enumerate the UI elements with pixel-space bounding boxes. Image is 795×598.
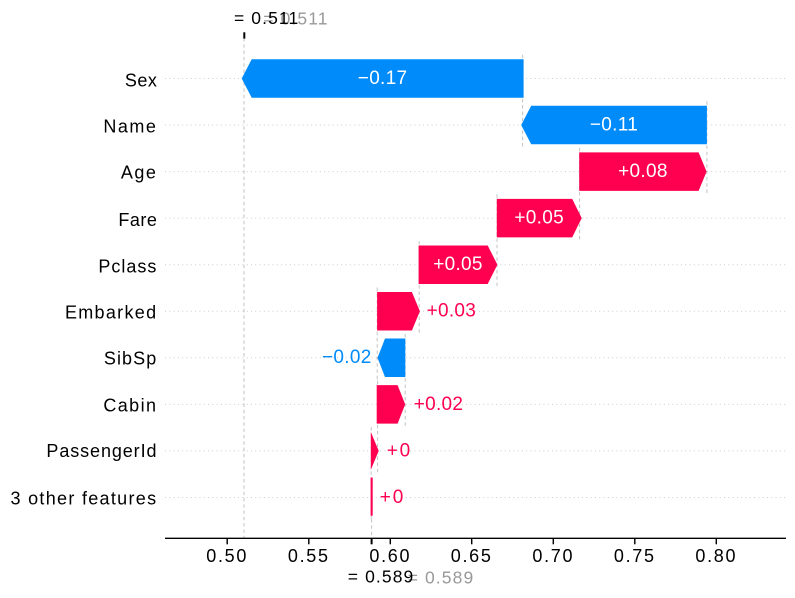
- svg-text:3 other features: 3 other features: [11, 489, 158, 509]
- svg-text:0.75: 0.75: [614, 546, 656, 566]
- svg-text:−0.17: −0.17: [358, 68, 408, 89]
- svg-text:+0: +0: [380, 487, 405, 508]
- svg-text:+0.08: +0.08: [618, 161, 668, 182]
- svg-text:= 0.589: = 0.589: [348, 567, 415, 587]
- svg-text:0.80: 0.80: [695, 546, 737, 566]
- svg-text:Pclass: Pclass: [98, 256, 157, 276]
- svg-text:0.55: 0.55: [288, 546, 330, 566]
- svg-text:+0.03: +0.03: [427, 301, 477, 322]
- svg-text:Fare: Fare: [118, 210, 157, 230]
- svg-text:Embarked: Embarked: [65, 302, 157, 322]
- svg-text:+0.02: +0.02: [414, 394, 464, 415]
- svg-text:0.60: 0.60: [369, 546, 411, 566]
- svg-text:Cabin: Cabin: [103, 395, 157, 415]
- svg-text:Name: Name: [103, 116, 157, 136]
- svg-text:−0.02: −0.02: [322, 347, 372, 368]
- svg-text:PassengerId: PassengerId: [46, 441, 157, 461]
- svg-text:−0.11: −0.11: [590, 114, 638, 135]
- svg-text:+0: +0: [387, 440, 412, 461]
- svg-text:SibSp: SibSp: [104, 349, 158, 369]
- svg-text:= 0.511: = 0.511: [263, 9, 328, 29]
- svg-text:= 0.511: = 0.511: [234, 8, 299, 28]
- svg-text:0.50: 0.50: [206, 546, 248, 566]
- svg-text:+0.05: +0.05: [514, 208, 564, 229]
- svg-text:0.70: 0.70: [532, 546, 574, 566]
- svg-text:+0.05: +0.05: [433, 254, 483, 275]
- svg-text:Sex: Sex: [125, 71, 158, 91]
- svg-text:Age: Age: [121, 163, 158, 183]
- svg-text:0.65: 0.65: [451, 546, 493, 566]
- svg-text:= 0.589: = 0.589: [408, 568, 475, 588]
